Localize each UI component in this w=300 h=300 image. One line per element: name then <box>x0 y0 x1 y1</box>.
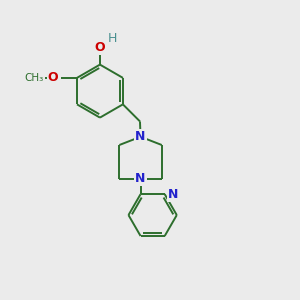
Text: N: N <box>135 172 146 185</box>
Text: O: O <box>48 71 58 84</box>
Text: CH₃: CH₃ <box>25 73 44 83</box>
Text: N: N <box>135 130 146 143</box>
Text: O: O <box>94 41 105 54</box>
Text: H: H <box>108 32 117 45</box>
Text: N: N <box>168 188 178 201</box>
